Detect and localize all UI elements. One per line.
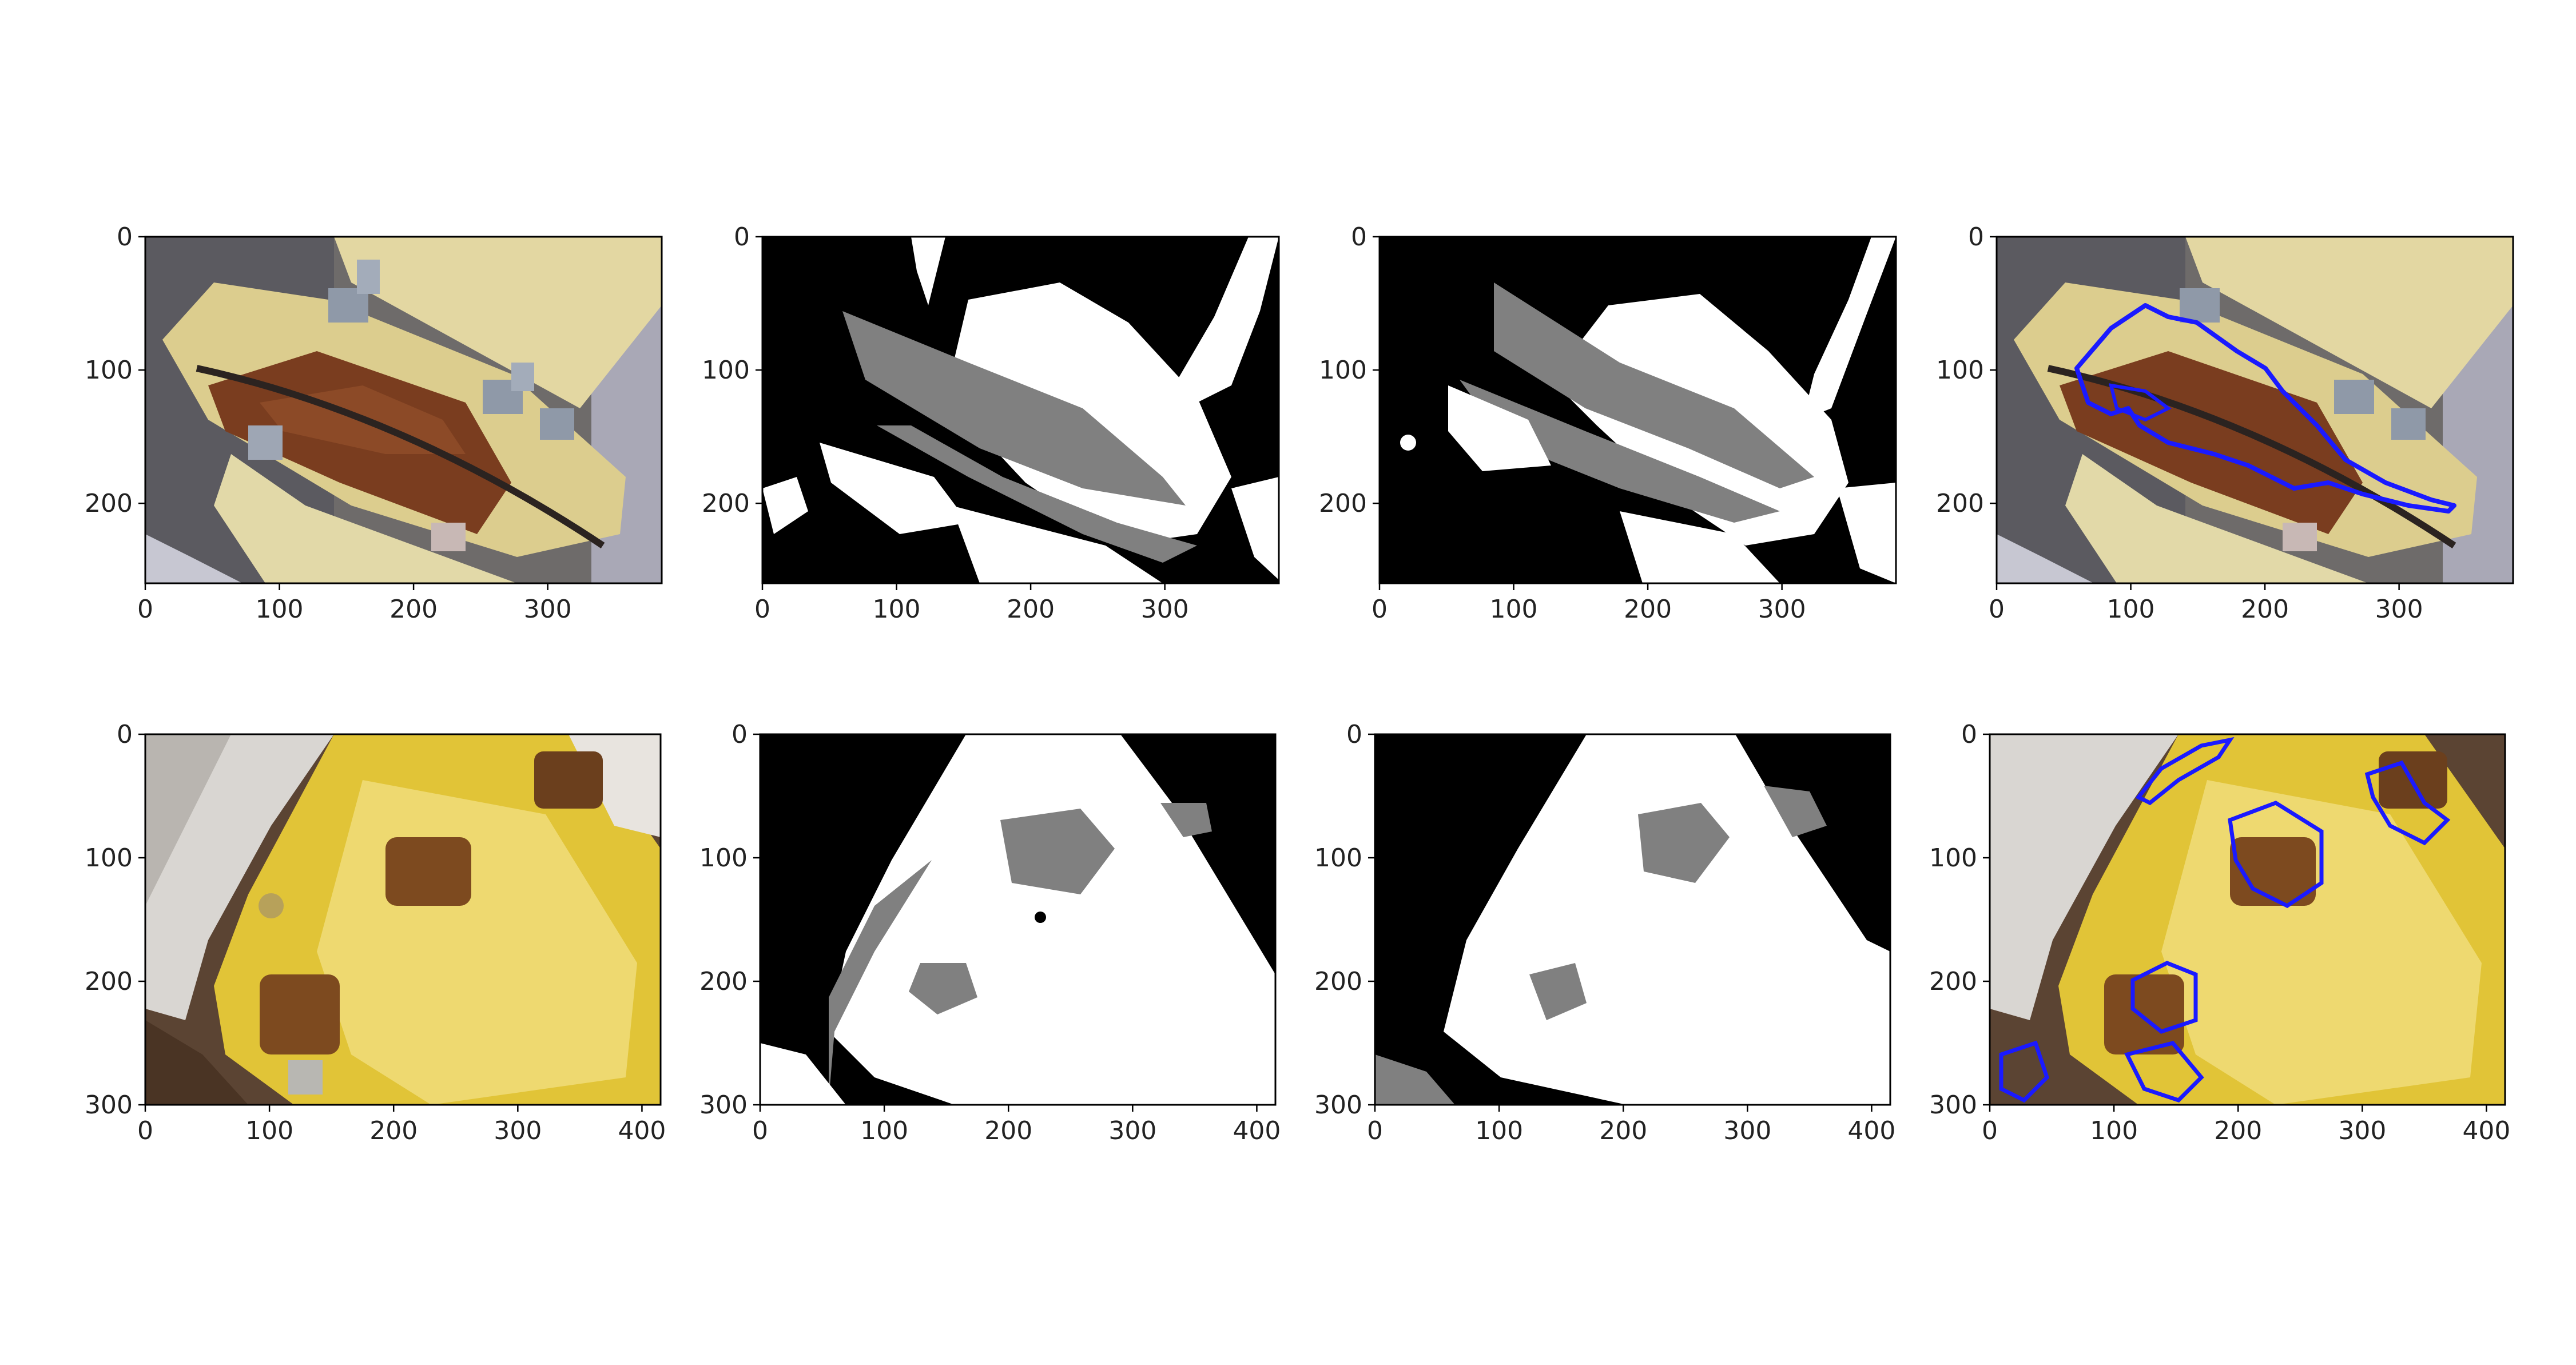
y-tick-label: 200 bbox=[85, 967, 133, 996]
y-tick-label: 200 bbox=[702, 489, 750, 518]
y-tick-label: 200 bbox=[1319, 489, 1367, 518]
row2-smoothed-mask bbox=[1375, 734, 1890, 1105]
x-tick-label: 100 bbox=[860, 1116, 908, 1145]
x-tick-label: 200 bbox=[984, 1116, 1032, 1145]
row2-photo bbox=[145, 734, 661, 1105]
x-tick-label: 0 bbox=[754, 595, 770, 624]
x-tick-label: 400 bbox=[1233, 1116, 1281, 1145]
y-tick-label: 100 bbox=[1319, 356, 1367, 385]
x-tick-label: 0 bbox=[137, 595, 153, 624]
y-tick-label: 0 bbox=[734, 222, 750, 252]
row1-contour-photo bbox=[1997, 237, 2513, 583]
row2-panel2 bbox=[759, 733, 1277, 1106]
y-tick-label: 100 bbox=[1929, 843, 1977, 873]
x-tick-label: 200 bbox=[1599, 1116, 1647, 1145]
x-tick-label: 100 bbox=[256, 595, 304, 624]
row2-panel4 bbox=[1989, 733, 2506, 1106]
y-tick-label: 200 bbox=[1314, 967, 1362, 996]
x-tick-label: 200 bbox=[389, 595, 438, 624]
row2-contour-photo bbox=[1990, 734, 2505, 1105]
y-tick-label: 200 bbox=[1936, 489, 1984, 518]
y-tick-label: 200 bbox=[699, 967, 748, 996]
x-tick-label: 300 bbox=[1723, 1116, 1771, 1145]
y-tick-label: 300 bbox=[1314, 1091, 1362, 1120]
x-tick-label: 0 bbox=[137, 1116, 153, 1145]
x-tick-label: 300 bbox=[2375, 595, 2423, 624]
x-tick-label: 300 bbox=[1108, 1116, 1156, 1145]
x-tick-label: 0 bbox=[752, 1116, 768, 1145]
x-tick-label: 400 bbox=[618, 1116, 666, 1145]
x-tick-label: 200 bbox=[2241, 595, 2289, 624]
x-tick-label: 400 bbox=[1847, 1116, 1895, 1145]
x-tick-label: 200 bbox=[369, 1116, 418, 1145]
row1-panel2 bbox=[761, 236, 1280, 584]
y-tick-label: 300 bbox=[1929, 1091, 1977, 1120]
y-tick-label: 0 bbox=[732, 720, 748, 749]
x-tick-label: 0 bbox=[1367, 1116, 1383, 1145]
x-tick-label: 100 bbox=[1475, 1116, 1523, 1145]
x-tick-label: 200 bbox=[1007, 595, 1055, 624]
row1-smoothed-mask bbox=[1380, 237, 1896, 583]
row1-photo bbox=[145, 237, 662, 583]
x-tick-label: 0 bbox=[1982, 1116, 1998, 1145]
row1-panel4 bbox=[1995, 236, 2514, 584]
y-tick-label: 0 bbox=[1351, 222, 1367, 252]
x-tick-label: 0 bbox=[1989, 595, 2005, 624]
row2-panel1 bbox=[144, 733, 662, 1106]
x-tick-label: 100 bbox=[1490, 595, 1538, 624]
y-tick-label: 200 bbox=[85, 489, 133, 518]
row1-mask bbox=[762, 237, 1279, 583]
y-tick-label: 0 bbox=[1968, 222, 1984, 252]
x-tick-label: 300 bbox=[494, 1116, 542, 1145]
y-tick-label: 0 bbox=[1346, 720, 1362, 749]
x-tick-label: 400 bbox=[2462, 1116, 2510, 1145]
x-tick-label: 200 bbox=[2214, 1116, 2262, 1145]
y-tick-label: 300 bbox=[699, 1091, 748, 1120]
row2-panel3 bbox=[1374, 733, 1891, 1106]
y-tick-label: 100 bbox=[85, 843, 133, 873]
y-tick-label: 100 bbox=[702, 356, 750, 385]
y-tick-label: 0 bbox=[1961, 720, 1977, 749]
x-tick-label: 100 bbox=[2107, 595, 2155, 624]
y-tick-label: 100 bbox=[1936, 356, 1984, 385]
row1-panel3 bbox=[1378, 236, 1897, 584]
x-tick-label: 100 bbox=[245, 1116, 293, 1145]
row1-panel1 bbox=[144, 236, 663, 584]
x-tick-label: 0 bbox=[1372, 595, 1388, 624]
x-tick-label: 300 bbox=[2338, 1116, 2386, 1145]
x-tick-label: 100 bbox=[2090, 1116, 2138, 1145]
x-tick-label: 300 bbox=[1141, 595, 1189, 624]
y-tick-label: 100 bbox=[85, 356, 133, 385]
y-tick-label: 0 bbox=[117, 222, 133, 252]
x-tick-label: 100 bbox=[873, 595, 921, 624]
x-tick-label: 200 bbox=[1624, 595, 1672, 624]
rust-contour bbox=[2135, 737, 2235, 806]
row2-mask bbox=[760, 734, 1275, 1105]
x-tick-label: 300 bbox=[524, 595, 572, 624]
x-tick-label: 300 bbox=[1758, 595, 1806, 624]
y-tick-label: 100 bbox=[699, 843, 748, 873]
y-tick-label: 300 bbox=[85, 1091, 133, 1120]
y-tick-label: 200 bbox=[1929, 967, 1977, 996]
y-tick-label: 0 bbox=[117, 720, 133, 749]
y-tick-label: 100 bbox=[1314, 843, 1362, 873]
